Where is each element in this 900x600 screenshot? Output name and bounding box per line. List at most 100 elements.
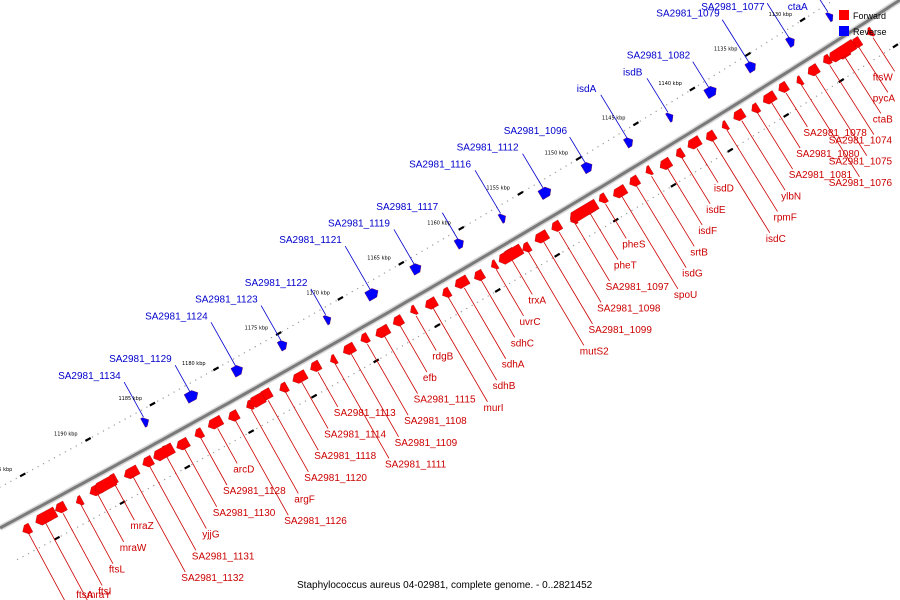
gene-label-text: efb	[423, 373, 437, 384]
gene-label-text: SA2981_1079	[656, 9, 720, 20]
tick-label: 1145 kbp	[602, 116, 626, 122]
gene-label-text: isdG	[682, 269, 703, 280]
tick-label: 1165 kbp	[367, 255, 391, 261]
tick-label: 1150 kbp	[545, 151, 569, 157]
tick-mark	[632, 121, 640, 127]
tick-label: 1140 kbp	[658, 81, 682, 87]
leader-line	[234, 418, 289, 516]
forward-gene-sa2981-1108	[360, 332, 371, 344]
reverse-gene-isda	[623, 137, 633, 149]
gene-label-text: trxA	[528, 295, 546, 306]
reverse-label-sa2981-1096: SA2981_1096	[504, 126, 568, 137]
gene-label-text: SA2981_1114	[324, 430, 386, 441]
reverse-label-isda: isdA	[577, 84, 597, 95]
gene-label-text: mraY	[87, 590, 111, 600]
forward-label-sa2981-1114: SA2981_1114	[324, 430, 386, 441]
reverse-label-sa2981-1079: SA2981_1079	[656, 9, 720, 20]
leader-line	[334, 362, 390, 459]
leader-line	[741, 120, 786, 191]
forward-gene-sa2981-1114	[292, 369, 309, 384]
reverse-gene-sa2981-1119	[409, 263, 422, 276]
tick-mark	[689, 86, 696, 92]
tick-mark	[892, 43, 899, 49]
forward-label-sa2981-1074: SA2981_1074	[829, 136, 893, 147]
leader-line	[62, 513, 103, 586]
forward-label-rdgb: rdgB	[432, 352, 453, 363]
reverse-label-sa2981-1122: SA2981_1122	[245, 278, 308, 289]
gene-label-text: SA2981_1076	[829, 178, 893, 189]
leader-line	[711, 139, 771, 234]
leader-line	[463, 287, 507, 359]
leader-line	[681, 157, 711, 204]
forward-label-sa2981-1130: SA2981_1130	[213, 508, 276, 519]
gene-label-text: arcD	[233, 464, 254, 475]
forward-label-sa2981-1075: SA2981_1075	[829, 157, 893, 168]
reverse-label-sa2981-1116: SA2981_1116	[409, 159, 471, 170]
leader-line	[800, 83, 860, 177]
tick-mark	[554, 252, 561, 258]
leader-line	[872, 37, 895, 72]
forward-label-sa2981-1109: SA2981_1109	[395, 438, 458, 449]
gene-label-text: SA2981_1132	[181, 573, 244, 584]
forward-label-sa2981-1118: SA2981_1118	[314, 451, 376, 462]
leader-line	[114, 484, 135, 521]
forward-label-trxa: trxA	[528, 295, 546, 306]
tick-mark	[434, 323, 441, 329]
forward-label-yjjg: yjjG	[202, 530, 219, 541]
forward-gene-sa2981-1098	[551, 219, 564, 232]
tick-mark	[184, 464, 191, 470]
leader-line	[399, 325, 428, 373]
gene-label-text: mraZ	[130, 521, 153, 532]
forward-label-arcd: arcD	[233, 464, 254, 475]
forward-label-ftsl: ftsL	[109, 565, 126, 576]
leader-line	[666, 166, 703, 226]
gene-label-text: isdD	[714, 184, 734, 195]
forward-gene-sa2981-1076	[796, 75, 805, 86]
gene-label-text: SA2981_1098	[597, 304, 661, 315]
reverse-gene-sa2981-1079	[744, 61, 756, 74]
forward-gene-ylbn	[733, 107, 747, 122]
leader-line	[123, 381, 144, 418]
forward-label-sa2981-1131: SA2981_1131	[192, 551, 255, 562]
forward-label-sa2981-1097: SA2981_1097	[606, 282, 670, 293]
leader-line	[474, 170, 501, 214]
gene-label-text: SA2981_1121	[279, 235, 342, 246]
gene-label-text: ftsA	[76, 590, 94, 600]
reverse-gene-sa2981-1117	[453, 238, 464, 250]
scale-dots-outer	[16, 42, 900, 561]
forward-label-mraw: mraW	[120, 543, 147, 554]
gene-label-text: SA2981_1099	[589, 325, 653, 336]
reverse-label-sa2981-1117: SA2981_1117	[376, 202, 438, 213]
tick-mark	[727, 147, 734, 153]
reverse-label-sa2981-1134: SA2981_1134	[58, 371, 121, 382]
leader-line	[766, 3, 789, 38]
gene-label-text: SA2981_1116	[409, 159, 471, 170]
gene-label-text: ctaA	[788, 2, 808, 13]
forward-label-ctab: ctaB	[873, 114, 893, 125]
forward-label-sa2981-1081: SA2981_1081	[789, 170, 853, 181]
gene-label-text: spoU	[674, 290, 697, 301]
forward-label-uvrc: uvrC	[520, 317, 541, 328]
forward-label-sa2981-1126: SA2981_1126	[284, 516, 347, 527]
leader-line	[267, 400, 309, 472]
reverse-label-sa2981-1121: SA2981_1121	[279, 235, 342, 246]
leader-line	[495, 269, 524, 317]
gene-label-text: SA2981_1119	[328, 218, 390, 229]
forward-gene-ftsl	[75, 495, 85, 506]
leader-line	[284, 390, 319, 451]
gene-label-text: ftsW	[873, 72, 894, 83]
leader-line	[527, 250, 585, 346]
reverse-gene-sa2981-1129	[183, 390, 199, 404]
gene-label-text: srtB	[690, 247, 708, 258]
leader-line	[522, 153, 544, 189]
leader-line	[260, 305, 282, 341]
forward-gene-phes	[598, 192, 609, 204]
gene-label-text: argF	[294, 494, 315, 505]
leader-line	[651, 176, 695, 247]
forward-label-sa2981-1099: SA2981_1099	[589, 325, 653, 336]
leader-line	[210, 322, 236, 367]
forward-gene-isdf	[659, 156, 674, 170]
gene-label-text: SA2981_1115	[414, 395, 476, 406]
reverse-gene-sa2981-1121	[364, 288, 379, 302]
leader-line	[589, 213, 619, 260]
